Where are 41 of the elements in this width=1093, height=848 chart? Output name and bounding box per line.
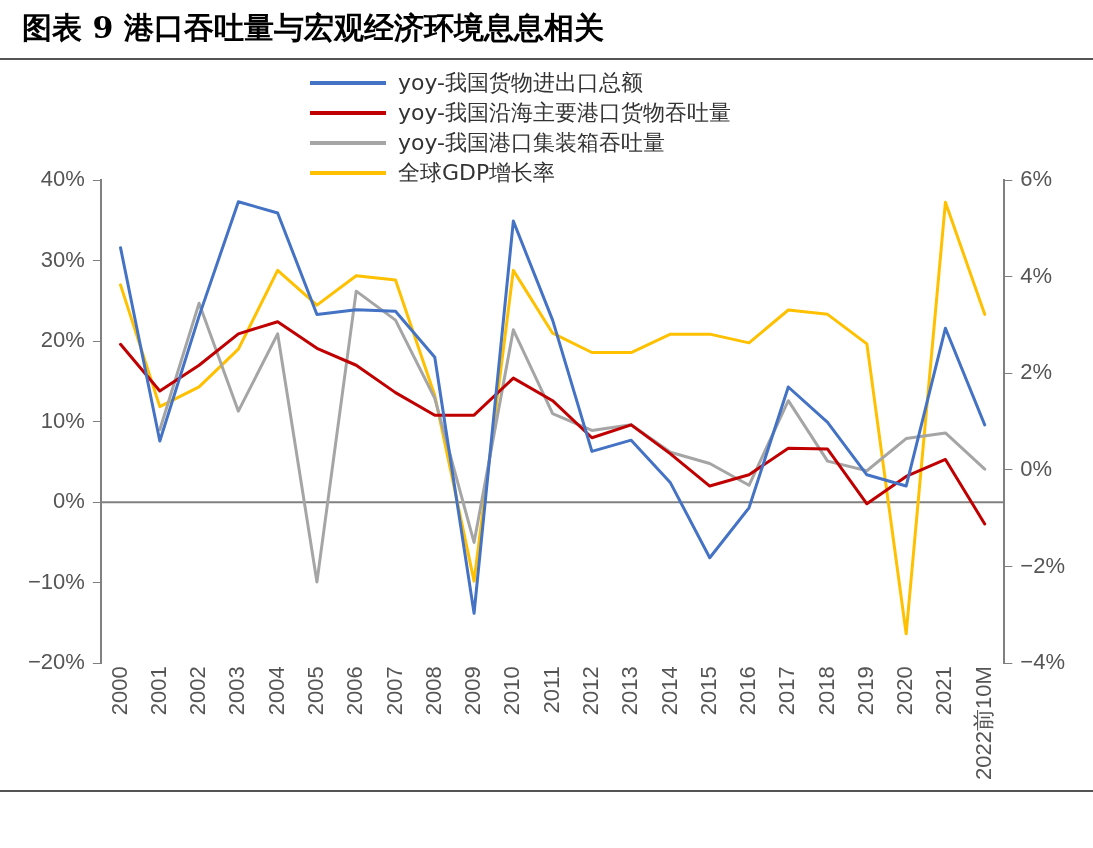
y-tick-label: 40% (40, 166, 85, 192)
y2-tick-label: 0% (1020, 456, 1053, 482)
x-tick-label: 2020 (892, 666, 918, 716)
x-tick-label: 2006 (342, 666, 368, 716)
legend-label: yoy-我国货物进出口总额 (398, 69, 644, 97)
x-tick-label: 2002 (185, 666, 211, 716)
y2-tick-label: −2% (1020, 552, 1066, 578)
x-tick-label: 2018 (813, 666, 839, 716)
y2-tick-label: 4% (1020, 262, 1053, 288)
x-tick-label: 2021 (931, 666, 957, 716)
x-tick-label: 2011 (538, 666, 564, 714)
x-tick-label: 2003 (224, 666, 250, 716)
legend-label: yoy-我国沿海主要港口货物吞吐量 (398, 99, 732, 127)
x-tick-label: 2010 (499, 666, 525, 716)
y2-tick-label: 6% (1020, 166, 1053, 192)
legend-label: 全球GDP增长率 (398, 159, 556, 187)
y-tick-label: −10% (27, 568, 85, 594)
y-tick-label: −20% (27, 649, 85, 675)
x-tick-label: 2007 (381, 666, 407, 716)
y2-tick-label: −4% (1020, 649, 1066, 675)
x-tick-label: 2017 (774, 666, 800, 716)
x-tick-label: 2000 (106, 666, 132, 716)
x-tick-label: 2001 (145, 666, 171, 716)
y-tick-label: 10% (40, 407, 85, 433)
legend-label: yoy-我国港口集装箱吞吐量 (398, 129, 666, 157)
x-tick-label: 2019 (852, 666, 878, 716)
y-tick-label: 20% (40, 327, 85, 353)
y-tick-label: 30% (40, 246, 85, 272)
x-tick-label: 2014 (656, 666, 682, 716)
x-tick-label: 2012 (577, 666, 603, 716)
x-tick-label: 2015 (695, 666, 721, 716)
x-tick-label: 2004 (263, 666, 289, 716)
x-tick-label: 2009 (460, 666, 486, 716)
y2-tick-label: 2% (1020, 359, 1053, 385)
x-tick-label: 2013 (617, 666, 643, 716)
x-tick-label: 2005 (302, 666, 328, 716)
x-tick-label: 2008 (420, 666, 446, 716)
x-tick-label: 2016 (735, 666, 761, 716)
chart-title: 图表 9 港口吞吐量与宏观经济环境息息相关 (22, 9, 604, 47)
x-tick-label: 2022前10M (970, 666, 996, 781)
y-tick-label: 0% (53, 488, 85, 514)
